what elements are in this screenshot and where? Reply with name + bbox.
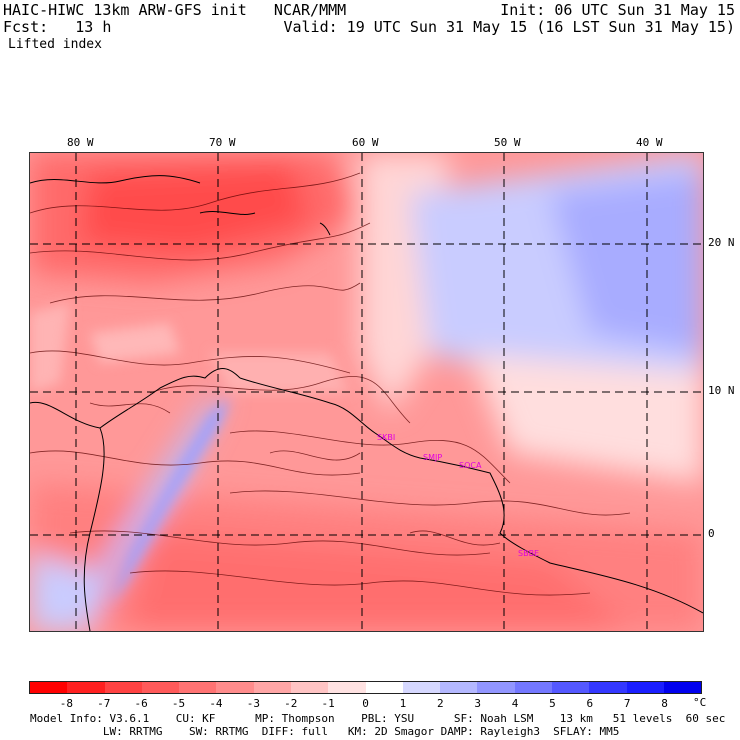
colorbar-tick-label: -4: [209, 697, 223, 710]
model-info-line1: Model Info: V3.6.1 CU: KF MP: Thompson P…: [30, 712, 726, 725]
colorbar-swatch: [104, 682, 142, 693]
colorbar-tick-label: -7: [97, 697, 111, 710]
colorbar-tick-label: -3: [246, 697, 260, 710]
colorbar-swatch: [663, 682, 702, 693]
station-label: SKBI: [377, 433, 396, 442]
colorbar-swatch: [328, 682, 366, 693]
colorbar: [29, 681, 702, 694]
colorbar-swatch: [253, 682, 291, 693]
lon-label: 60 W: [352, 136, 379, 149]
colorbar-swatch: [402, 682, 441, 693]
colorbar-tick-label: 7: [623, 697, 631, 710]
lon-label: 70 W: [209, 136, 236, 149]
station-label: SBBE: [518, 549, 540, 558]
lat-label: 10 N: [708, 384, 735, 397]
colorbar-tick-label: -1: [321, 697, 335, 710]
lon-label: 50 W: [494, 136, 521, 149]
colorbar-swatch: [365, 682, 403, 693]
colorbar-swatch: [141, 682, 180, 693]
colorbar-swatch: [589, 682, 627, 693]
field-name: Lifted index: [8, 37, 102, 52]
colorbar-swatch: [290, 682, 329, 693]
lon-label: 80 W: [67, 136, 94, 149]
colorbar-swatch: [179, 682, 217, 693]
colorbar-swatch: [626, 682, 664, 693]
model-info-line2: LW: RRTMG SW: RRTMG DIFF: full KM: 2D Sm…: [30, 725, 620, 738]
forecast-hour: Fcst: 13 h: [3, 18, 112, 36]
colorbar-swatch: [440, 682, 478, 693]
valid-time: Valid: 19 UTC Sun 31 May 15 (16 LST Sun …: [283, 18, 735, 36]
station-label: SMJP: [423, 453, 443, 462]
colorbar-tick-label: -5: [171, 697, 186, 710]
station-label: SOCA: [459, 461, 482, 470]
colorbar-tick-label: -6: [134, 697, 148, 710]
lat-label: 0: [708, 527, 715, 540]
colorbar-swatch: [30, 682, 68, 693]
colorbar-tick-label: -8: [59, 697, 73, 710]
colorbar-tick-label: 6: [586, 697, 594, 710]
colorbar-swatch: [514, 682, 552, 693]
lat-label: 20 N: [708, 236, 735, 249]
colorbar-tick-label: 3: [474, 697, 481, 710]
header-title: HAIC-HIWC 13km ARW-GFS init NCAR/MMM: [3, 1, 347, 19]
colorbar-tick-label: 8: [661, 697, 668, 710]
colorbar-tick-label: 5: [549, 697, 556, 710]
colorbar-tick-label: -2: [284, 697, 298, 710]
colorbar-tick-label: 1: [399, 697, 407, 710]
init-time: Init: 06 UTC Sun 31 May 15: [500, 1, 735, 19]
colorbar-tick-label: 2: [436, 697, 444, 710]
colorbar-tick-label: 0: [362, 697, 369, 710]
lon-label: 40 W: [636, 136, 663, 149]
map-panel: [29, 152, 704, 632]
colorbar-swatch: [477, 682, 515, 693]
lifted-index-map: [30, 153, 703, 631]
colorbar-swatch: [551, 682, 590, 693]
colorbar-unit: °C: [693, 696, 707, 709]
colorbar-swatch: [216, 682, 254, 693]
colorbar-tick-label: 4: [511, 697, 519, 710]
colorbar-swatch: [67, 682, 105, 693]
